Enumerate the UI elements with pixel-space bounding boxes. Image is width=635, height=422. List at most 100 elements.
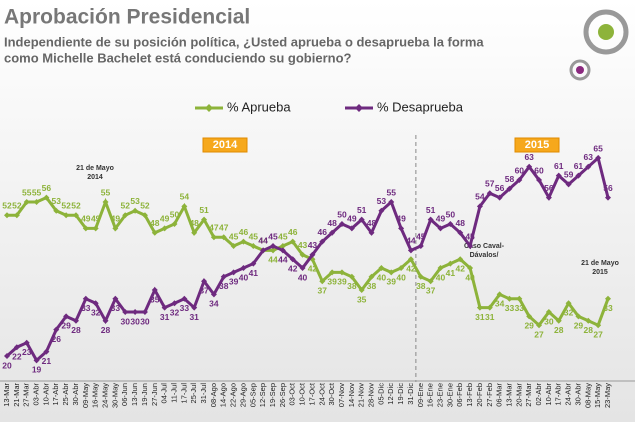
point bbox=[43, 194, 50, 201]
point bbox=[496, 291, 503, 298]
data-label: 41 bbox=[446, 268, 456, 278]
point bbox=[516, 295, 523, 302]
point bbox=[417, 243, 424, 249]
data-label: 56 bbox=[42, 183, 52, 193]
x-tick-label: 15-May bbox=[593, 383, 602, 408]
data-label: 40 bbox=[436, 272, 446, 282]
data-label: 31 bbox=[160, 312, 170, 322]
data-label: 55 bbox=[22, 187, 32, 197]
x-tick-label: 05-Dic bbox=[376, 383, 385, 405]
point bbox=[161, 304, 168, 311]
point bbox=[13, 344, 20, 351]
data-label: 50 bbox=[170, 209, 180, 219]
data-label: 19 bbox=[32, 365, 42, 375]
x-tick-label: 17-Oct bbox=[307, 382, 316, 405]
point bbox=[270, 247, 277, 254]
data-label: 42 bbox=[455, 263, 465, 273]
data-label: 40 bbox=[396, 272, 406, 282]
data-label: 50 bbox=[446, 209, 456, 219]
annotation: Caso Caval- bbox=[464, 243, 505, 250]
x-tick-label: 02-Abr bbox=[534, 383, 543, 406]
data-label: 49 bbox=[81, 214, 91, 224]
data-label: 30 bbox=[130, 316, 140, 326]
point bbox=[112, 225, 119, 232]
data-label: 28 bbox=[554, 325, 564, 335]
x-tick-label: 12-Dic bbox=[386, 383, 395, 405]
point bbox=[289, 238, 296, 245]
point bbox=[33, 199, 40, 205]
data-label: 38 bbox=[367, 281, 377, 291]
x-tick-label: 13-Mar bbox=[2, 383, 11, 407]
point bbox=[191, 304, 198, 311]
logo bbox=[569, 9, 629, 81]
point bbox=[201, 278, 208, 285]
x-tick-label: 22-Ago bbox=[229, 383, 238, 407]
point bbox=[230, 269, 237, 276]
x-tick-label: 09-Ene bbox=[416, 383, 425, 407]
data-label: 27 bbox=[534, 329, 544, 339]
point bbox=[338, 269, 345, 276]
data-label: 30 bbox=[544, 316, 554, 326]
point bbox=[171, 300, 178, 307]
x-tick-label: 07-Nov bbox=[337, 383, 346, 407]
point bbox=[171, 221, 178, 227]
x-tick-label: 04-Jul bbox=[160, 383, 169, 404]
data-label: 28 bbox=[101, 325, 111, 335]
data-label: 48 bbox=[189, 218, 199, 228]
point bbox=[536, 177, 543, 183]
data-label: 20 bbox=[2, 360, 12, 370]
data-label: 49 bbox=[111, 214, 121, 224]
data-label: 55 bbox=[101, 187, 111, 197]
data-label: 45 bbox=[268, 231, 278, 241]
data-label: 45 bbox=[229, 231, 239, 241]
x-tick-label: 14-Nov bbox=[347, 383, 356, 407]
data-label: 32 bbox=[564, 307, 574, 317]
point bbox=[585, 163, 592, 170]
data-label: 33 bbox=[111, 303, 121, 313]
data-label: 23 bbox=[22, 347, 32, 357]
point bbox=[555, 317, 562, 324]
point bbox=[417, 273, 424, 280]
point bbox=[555, 172, 562, 179]
point bbox=[4, 353, 10, 359]
point bbox=[270, 243, 277, 249]
data-label: 33 bbox=[603, 303, 613, 313]
point bbox=[122, 309, 129, 315]
x-tick-label: 30-Abr bbox=[573, 383, 582, 406]
data-label: 51 bbox=[199, 205, 209, 215]
data-label: 47 bbox=[219, 222, 229, 232]
legend-label: % Desaprueba bbox=[377, 99, 464, 114]
x-tick-label: 17-Jul bbox=[179, 383, 188, 404]
data-label: 39 bbox=[387, 277, 397, 287]
data-label: 41 bbox=[249, 268, 259, 278]
data-label: 49 bbox=[396, 214, 406, 224]
point bbox=[260, 247, 267, 254]
point bbox=[220, 273, 227, 280]
data-label: 40 bbox=[465, 272, 475, 282]
data-label: 29 bbox=[574, 321, 584, 331]
x-tick-label: 13-Feb bbox=[465, 383, 474, 407]
annotation: Dávalos/ bbox=[470, 252, 499, 259]
data-label: 57 bbox=[485, 178, 495, 188]
x-tick-label: 24-Oct bbox=[317, 382, 326, 405]
data-label: 33 bbox=[81, 303, 91, 313]
data-label: 31 bbox=[485, 312, 495, 322]
x-tick-label: 12-Sep bbox=[258, 383, 267, 407]
x-tick-label: 29-Ago bbox=[238, 383, 247, 407]
series-line bbox=[6, 155, 610, 363]
point bbox=[398, 225, 405, 232]
x-tick-label: 21-Mar bbox=[12, 383, 21, 407]
data-label: 52 bbox=[140, 200, 150, 210]
data-label: 53 bbox=[130, 196, 140, 206]
point bbox=[329, 229, 336, 236]
x-tick-label: 30-Abr bbox=[71, 383, 80, 406]
x-tick-label: 25-Abr bbox=[61, 383, 70, 406]
data-label: 34 bbox=[495, 299, 505, 309]
point bbox=[388, 199, 395, 205]
point bbox=[240, 265, 247, 271]
x-tick-label: 23-Ene bbox=[435, 383, 444, 407]
annotation: 2015 bbox=[592, 269, 608, 276]
x-tick-label: 26-Sep bbox=[278, 383, 287, 407]
x-tick-label: 14-Ago bbox=[219, 383, 228, 407]
point bbox=[358, 287, 365, 293]
